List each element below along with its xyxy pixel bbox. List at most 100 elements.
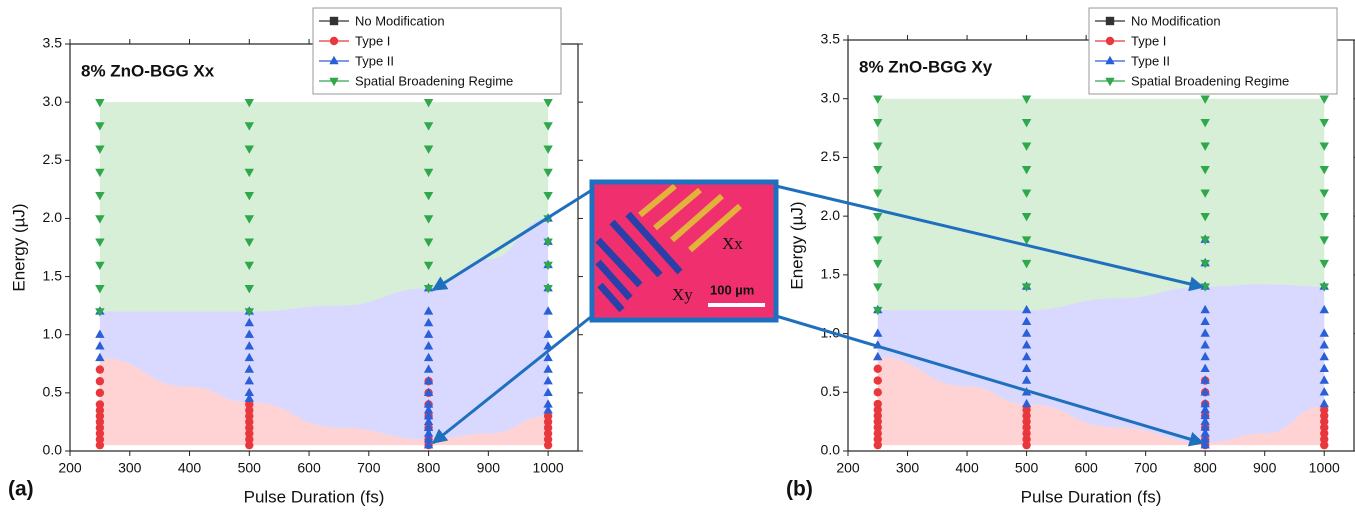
point xyxy=(1021,212,1032,222)
point xyxy=(1319,165,1329,175)
point xyxy=(1319,328,1329,337)
point xyxy=(95,440,105,450)
point xyxy=(1200,259,1210,269)
point xyxy=(244,308,254,317)
point xyxy=(95,435,105,444)
point xyxy=(423,352,434,362)
inset-frame xyxy=(589,179,779,323)
point xyxy=(423,261,434,271)
y-tick-label: 2.0 xyxy=(43,209,63,225)
point xyxy=(95,417,105,427)
point xyxy=(95,308,105,317)
point xyxy=(244,261,254,271)
point xyxy=(423,376,434,385)
point xyxy=(543,306,553,315)
point xyxy=(423,387,434,397)
x-tick-label: 600 xyxy=(297,460,321,476)
point xyxy=(543,145,553,154)
point xyxy=(873,328,883,337)
arrows xyxy=(431,184,1205,447)
y-tick-label: 1.5 xyxy=(43,267,63,283)
panel-label: (b) xyxy=(786,478,813,501)
point xyxy=(1319,351,1329,361)
point xyxy=(1200,416,1210,425)
region-type-ii xyxy=(99,218,549,440)
y-tick-label: 2.5 xyxy=(821,148,841,164)
legend-label: Type II xyxy=(355,53,394,68)
point xyxy=(1022,405,1031,415)
point xyxy=(423,439,434,449)
point xyxy=(423,122,434,131)
point xyxy=(1320,429,1329,438)
y-tick-label: 3.0 xyxy=(43,93,63,109)
point xyxy=(245,435,254,444)
legend-label: No Modification xyxy=(1131,13,1221,28)
point xyxy=(423,168,434,178)
point xyxy=(1022,429,1031,438)
point xyxy=(1320,423,1329,432)
point xyxy=(1200,410,1210,419)
legend-marker xyxy=(329,36,339,46)
panel: 200 300 400 500 600 700 800 900 1000 0.0 0.5 1.0 1.5… xyxy=(8,7,583,506)
point xyxy=(1022,435,1031,444)
point xyxy=(1200,236,1210,245)
point xyxy=(873,259,883,269)
point xyxy=(1022,417,1031,426)
scale-bar-label: 100 µm xyxy=(710,282,754,297)
point xyxy=(1200,422,1210,431)
point xyxy=(245,440,254,450)
x-tick-label: 200 xyxy=(836,460,860,476)
point xyxy=(244,145,254,154)
point xyxy=(244,393,254,402)
point xyxy=(1021,375,1032,384)
point xyxy=(1021,165,1032,175)
point xyxy=(244,352,254,362)
x-tick-label: 1000 xyxy=(533,460,564,476)
point xyxy=(423,329,434,338)
point xyxy=(543,352,553,362)
point xyxy=(95,411,105,421)
point xyxy=(1320,435,1329,444)
point xyxy=(543,285,553,294)
x-tick-label: 700 xyxy=(1134,460,1158,476)
point xyxy=(1021,236,1032,245)
inset-stripes-gold xyxy=(638,183,742,253)
x-tick-label: 800 xyxy=(1193,460,1217,476)
y-tick-label: 3.5 xyxy=(821,31,841,47)
point xyxy=(543,261,553,271)
point xyxy=(873,376,882,385)
legend-label: Spatial Broadening Regime xyxy=(355,73,513,88)
point xyxy=(543,168,553,178)
point xyxy=(1200,189,1210,198)
point xyxy=(1319,340,1329,349)
point xyxy=(1200,404,1210,414)
inset-label: Xy xyxy=(672,285,693,304)
point xyxy=(95,122,105,131)
point xyxy=(95,329,105,338)
point xyxy=(423,405,434,414)
x-tick-label: 300 xyxy=(118,460,142,476)
point xyxy=(1319,95,1329,104)
point xyxy=(245,411,254,421)
point xyxy=(95,400,105,409)
point xyxy=(873,440,882,450)
point xyxy=(1200,95,1210,104)
point xyxy=(1021,283,1032,292)
point xyxy=(873,405,882,415)
x-tick-label: 400 xyxy=(955,460,979,476)
y-tick-label: 0.5 xyxy=(821,383,841,399)
y-axis-title: Energy (µJ) xyxy=(9,203,28,291)
x-tick-label: 300 xyxy=(896,460,920,476)
y-tick-label: 1.5 xyxy=(821,266,841,282)
point xyxy=(245,423,254,432)
point xyxy=(1200,304,1210,314)
legend-label: Type I xyxy=(1131,33,1166,48)
point xyxy=(1021,340,1032,349)
point xyxy=(244,238,254,247)
point xyxy=(1320,417,1329,426)
point xyxy=(1200,387,1210,396)
point xyxy=(1200,165,1210,175)
point xyxy=(543,376,553,385)
point xyxy=(543,435,553,444)
